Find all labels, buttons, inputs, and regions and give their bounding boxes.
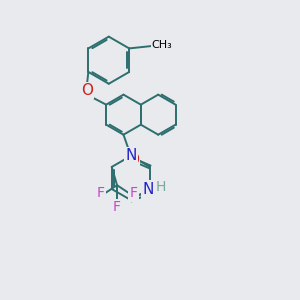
Text: O: O bbox=[81, 83, 93, 98]
Text: F: F bbox=[130, 186, 137, 200]
Text: CH₃: CH₃ bbox=[152, 40, 172, 50]
Text: O: O bbox=[142, 184, 155, 202]
Text: N: N bbox=[125, 148, 136, 164]
Text: F: F bbox=[113, 200, 121, 214]
Text: F: F bbox=[97, 186, 104, 200]
Text: H: H bbox=[156, 180, 166, 194]
Text: N: N bbox=[143, 182, 154, 196]
Text: O: O bbox=[126, 151, 139, 169]
